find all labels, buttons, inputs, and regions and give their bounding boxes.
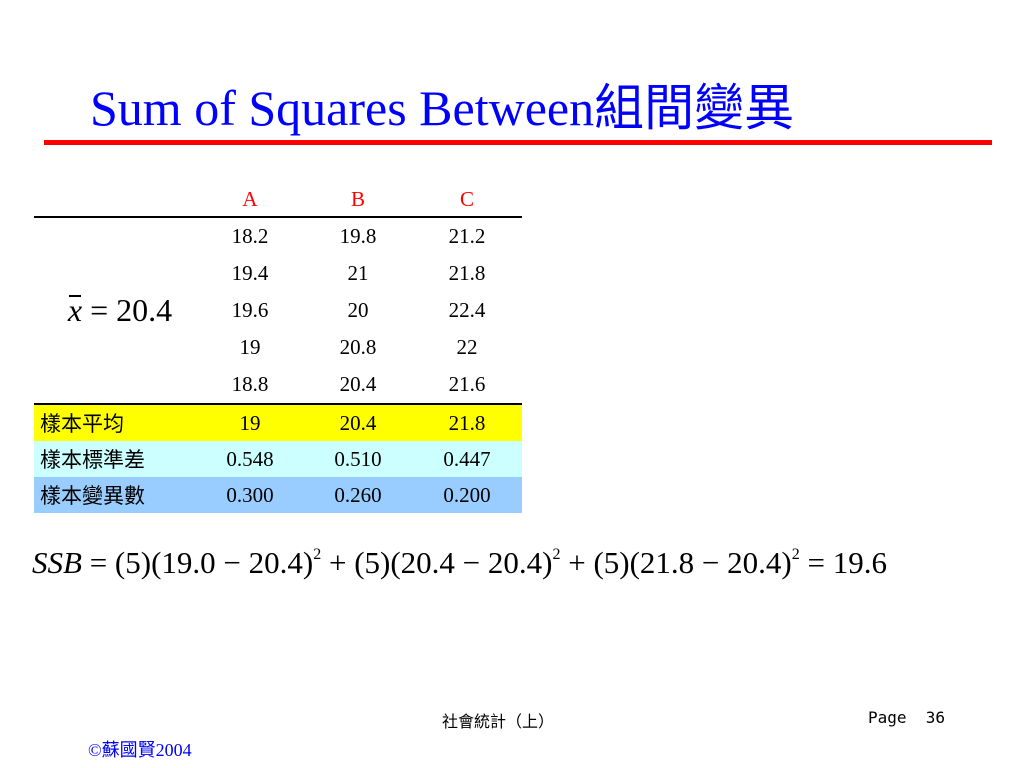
sample-mean-label: 樣本平均	[40, 412, 124, 436]
copyright: ©蘇國賢2004	[88, 740, 192, 760]
table-cell: 18.8	[231, 372, 269, 396]
formula-plus: +	[560, 545, 594, 580]
grand-mean: x = 20.4	[34, 217, 196, 404]
table-cell: 21.2	[448, 224, 486, 248]
formula-lhs: SSB	[32, 545, 82, 580]
table-cell: 0.447	[443, 446, 491, 471]
table-cell: 21.8	[448, 410, 486, 435]
slide-title: Sum of Squares Between組間變異	[90, 80, 795, 136]
table-cell: 20	[347, 298, 369, 322]
grand-mean-value: 20.4	[116, 292, 173, 328]
table-cell: 21.8	[448, 261, 486, 285]
table-row: 18.8 20.4 21.6	[34, 366, 522, 404]
table-cell: 19	[239, 335, 261, 359]
column-header-c: C	[459, 186, 474, 211]
title-underline	[44, 140, 992, 145]
table-cell: 20.8	[339, 335, 377, 359]
formula-exponent: 2	[552, 546, 561, 563]
formula-exponent: 2	[791, 546, 800, 563]
sample-mean-row: 樣本平均 19 20.4 21.8	[34, 404, 522, 441]
table-cell: 19.4	[231, 261, 269, 285]
sample-sd-label: 樣本標準差	[40, 448, 145, 472]
formula-term-b: (5)(20.4 − 20.4)	[354, 545, 553, 580]
formula-result: = 19.6	[799, 545, 887, 580]
formula-plus: +	[321, 545, 355, 580]
table-cell: 18.2	[231, 224, 269, 248]
formula-term-a: (5)(19.0 − 20.4)	[114, 545, 314, 580]
grand-mean-equals: =	[90, 292, 109, 328]
table-cell: 19.8	[339, 224, 377, 248]
table-cell: 0.510	[334, 446, 382, 471]
column-header-b: B	[350, 186, 365, 211]
formula-equals: =	[81, 545, 115, 580]
table-cell: 19.6	[231, 298, 269, 322]
table-cell: 0.548	[226, 446, 274, 471]
table-cell: 20.4	[339, 372, 377, 396]
table-cell: 0.260	[334, 482, 382, 507]
formula-term-c: (5)(21.8 − 20.4)	[593, 545, 792, 580]
table-cell: 0.200	[443, 482, 491, 507]
sample-variance-row: 樣本變異數 0.300 0.260 0.200	[34, 477, 522, 513]
table-cell: 22	[456, 335, 478, 359]
table-row: 19 20.8 22	[34, 329, 522, 366]
table-cell: 20.4	[339, 410, 377, 435]
table-cell: 21.6	[448, 372, 486, 396]
course-footer: 社會統計（上）	[442, 712, 555, 731]
column-header-a: A	[242, 186, 258, 211]
table-row: 19.6 20 22.4	[34, 292, 522, 329]
table-cell: 21	[347, 261, 369, 285]
data-table: A B C x = 20.4 18.2 19.8 21.2 19.4 21 21…	[34, 182, 522, 513]
table-row: 19.4 21 21.8	[34, 255, 522, 292]
sample-sd-row: 樣本標準差 0.548 0.510 0.447	[34, 441, 522, 477]
table-row: x = 20.4 18.2 19.8 21.2	[34, 217, 522, 328]
header-row: A B C	[34, 182, 522, 217]
formula-exponent: 2	[313, 546, 322, 563]
table-cell: 0.300	[226, 482, 274, 507]
table-cell: 19	[239, 410, 261, 435]
ssb-formula: SSB = (5)(19.0 − 20.4)2 + (5)(20.4 − 20.…	[32, 545, 887, 581]
page-number: Page 36	[868, 708, 946, 727]
sample-variance-label: 樣本變異數	[40, 484, 145, 508]
table-cell: 22.4	[448, 298, 486, 322]
grand-mean-symbol: x	[67, 292, 83, 328]
